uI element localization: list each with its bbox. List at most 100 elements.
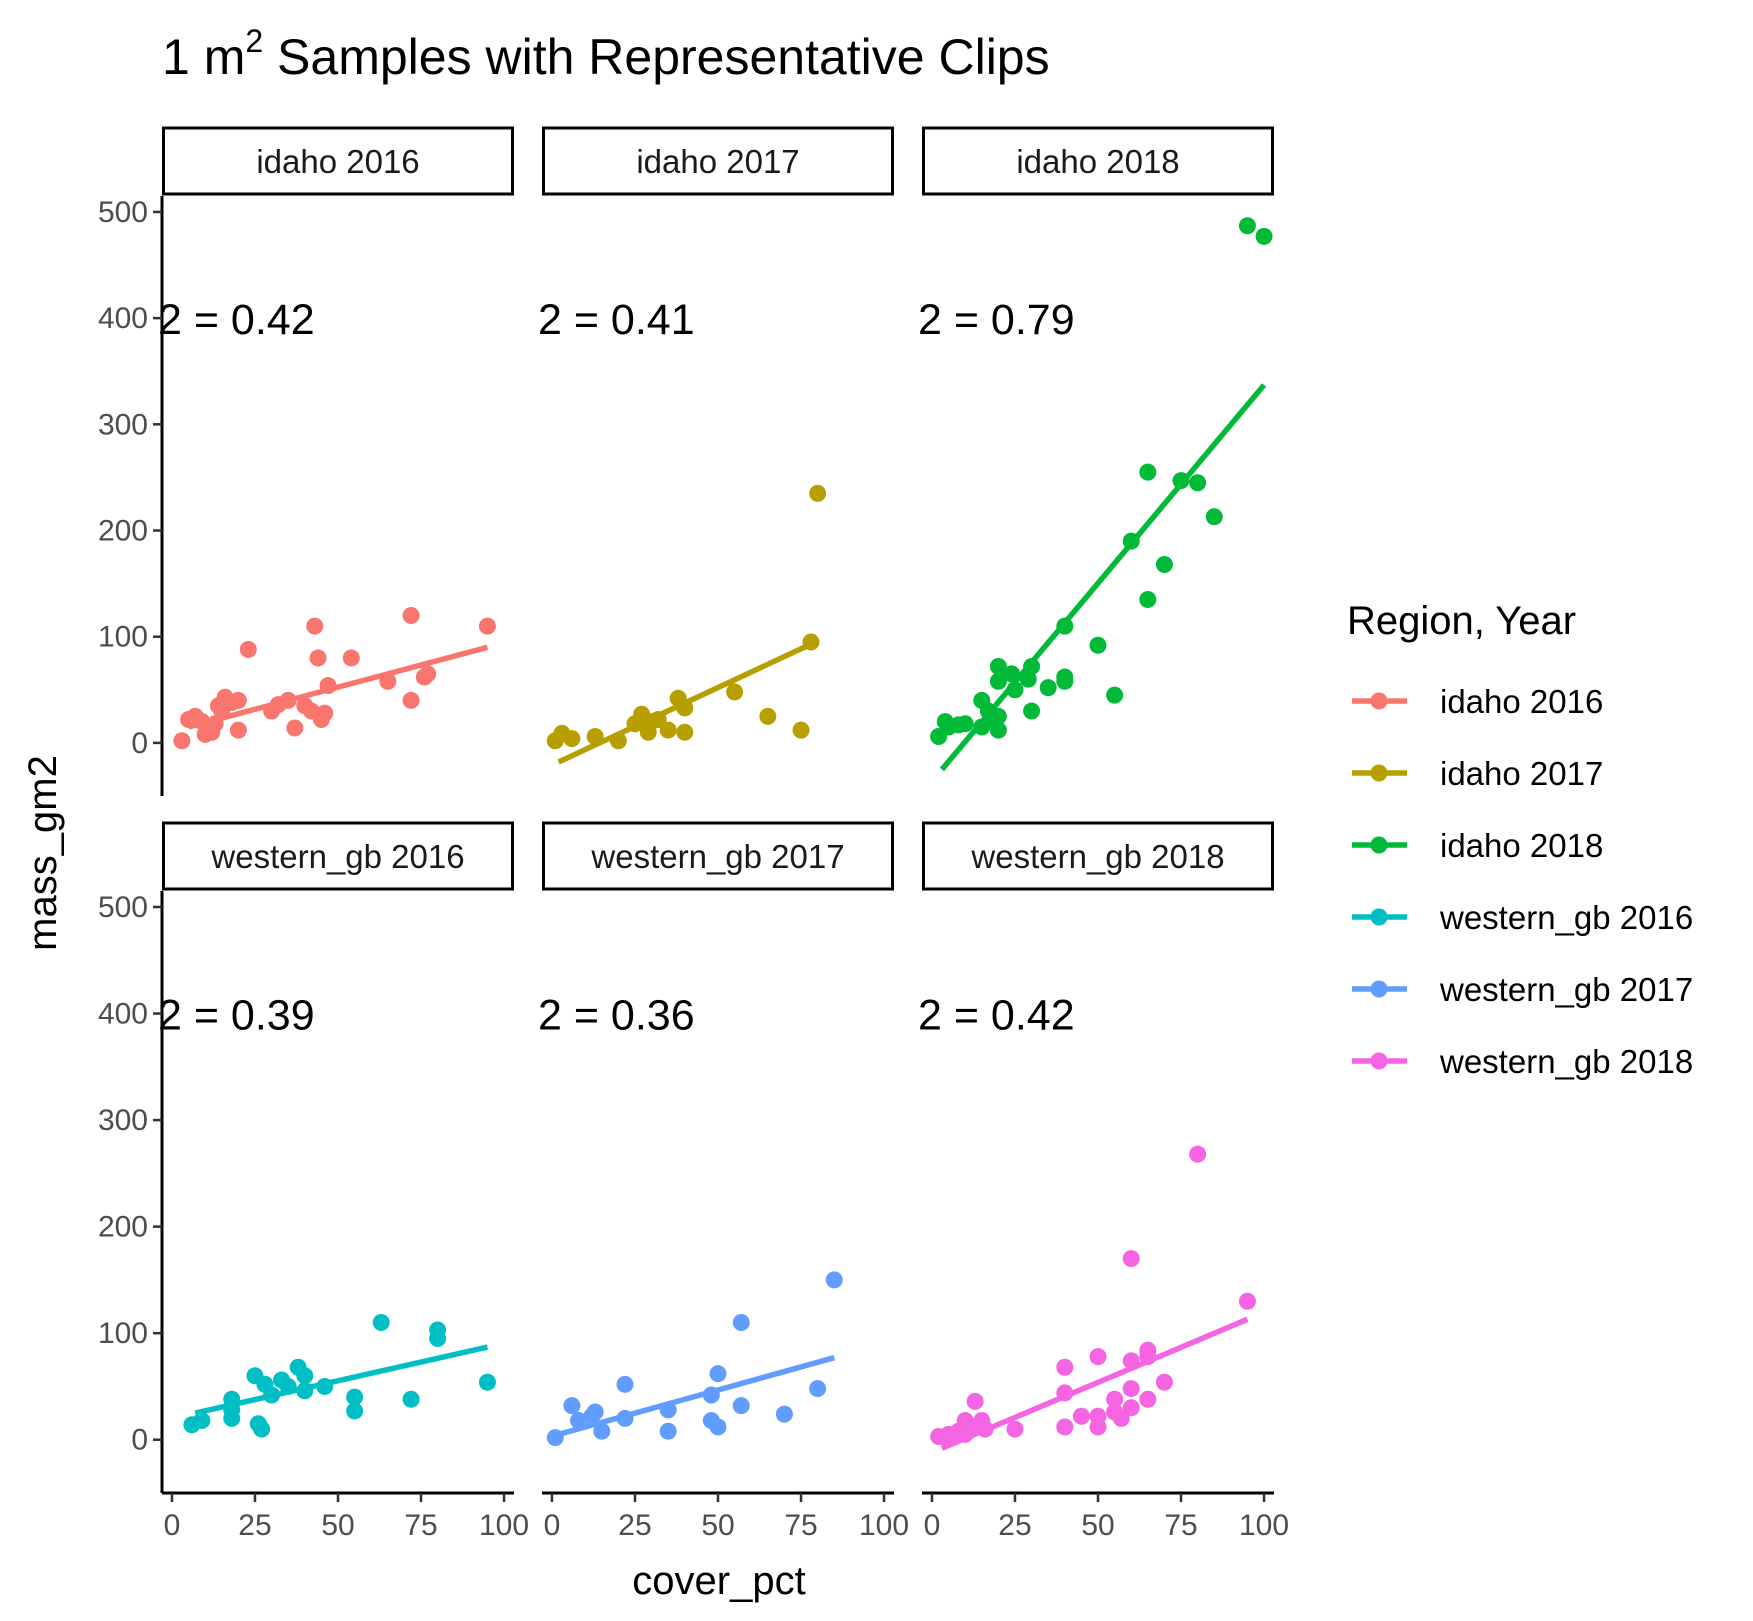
facet-strip bbox=[162, 821, 514, 891]
data-point bbox=[1255, 227, 1273, 245]
data-point bbox=[649, 711, 667, 729]
facet-strip bbox=[922, 126, 1274, 196]
fit-line bbox=[187, 644, 489, 730]
data-point bbox=[546, 1429, 564, 1447]
data-point bbox=[989, 707, 1007, 725]
data-point bbox=[1139, 1348, 1157, 1366]
data-point bbox=[229, 721, 247, 739]
data-point bbox=[1072, 1407, 1090, 1425]
x-tick-label: 50 bbox=[701, 1509, 734, 1542]
legend-key-point bbox=[1370, 980, 1388, 998]
y-tick-label: 0 bbox=[131, 1424, 148, 1457]
data-point bbox=[1139, 591, 1157, 609]
data-point bbox=[1006, 681, 1024, 699]
data-point bbox=[253, 1420, 271, 1438]
legend-key-point bbox=[1370, 692, 1388, 710]
data-point bbox=[726, 683, 744, 701]
x-tick-label: 0 bbox=[544, 1509, 561, 1542]
data-point bbox=[563, 730, 581, 748]
data-point bbox=[809, 1380, 827, 1398]
data-point bbox=[1155, 555, 1173, 573]
x-tick-label: 75 bbox=[784, 1509, 817, 1542]
x-tick-label: 75 bbox=[1164, 1509, 1197, 1542]
data-point bbox=[676, 723, 694, 741]
data-point bbox=[1056, 1418, 1074, 1436]
data-point bbox=[825, 1271, 843, 1289]
facet-panel: western_gb 2016 0 100 200 300 400 500 0 25 50 75 10… bbox=[98, 821, 529, 1542]
x-tick-label: 75 bbox=[404, 1509, 437, 1542]
data-point bbox=[286, 719, 304, 737]
r2-annotation: 2 = 0.79 bbox=[918, 296, 1075, 344]
data-point bbox=[346, 1388, 364, 1406]
x-tick-label: 50 bbox=[1081, 1509, 1114, 1542]
data-point bbox=[1056, 1384, 1074, 1402]
r2-annotation: 2 = 0.36 bbox=[538, 992, 695, 1040]
data-point bbox=[563, 1397, 581, 1415]
facet-strip-label: western_gb 2017 bbox=[590, 838, 844, 875]
data-point bbox=[193, 1412, 211, 1430]
y-axis-title: mass_gm2 bbox=[21, 755, 65, 951]
data-point bbox=[402, 606, 420, 624]
facet-strip bbox=[922, 821, 1274, 891]
data-point bbox=[659, 721, 677, 739]
data-point bbox=[702, 1386, 720, 1404]
data-point bbox=[1139, 463, 1157, 481]
legend-label: idaho 2017 bbox=[1440, 755, 1603, 792]
data-point bbox=[593, 1422, 611, 1440]
legend-key-point bbox=[1370, 1052, 1388, 1070]
y-tick-label: 200 bbox=[98, 515, 148, 548]
data-point bbox=[1189, 474, 1207, 492]
x-tick-label: 0 bbox=[164, 1509, 181, 1542]
facet-strip-label: western_gb 2018 bbox=[970, 838, 1224, 875]
data-point bbox=[775, 1405, 793, 1423]
data-point bbox=[792, 721, 810, 739]
data-point bbox=[1003, 665, 1021, 683]
data-point bbox=[586, 728, 604, 746]
facet-strip-label: idaho 2016 bbox=[256, 143, 419, 180]
data-point bbox=[1056, 1358, 1074, 1376]
facet-strip bbox=[542, 126, 894, 196]
data-point bbox=[429, 1330, 447, 1348]
x-axis-title: cover_pct bbox=[632, 1559, 805, 1603]
data-point bbox=[676, 699, 694, 717]
facet-strip-label: idaho 2017 bbox=[636, 143, 799, 180]
y-tick-label: 300 bbox=[98, 1104, 148, 1137]
legend-key-point bbox=[1370, 836, 1388, 854]
data-point bbox=[342, 649, 360, 667]
y-tick-label: 400 bbox=[98, 998, 148, 1031]
data-point bbox=[478, 1373, 496, 1391]
data-point bbox=[279, 691, 297, 709]
data-point bbox=[989, 672, 1007, 690]
facet-panel: idaho 2017 2 = 0.41 bbox=[538, 126, 894, 765]
data-point bbox=[402, 1390, 420, 1408]
y-tick-label: 500 bbox=[98, 891, 148, 924]
title-superscript: 2 bbox=[245, 23, 263, 59]
y-tick-label: 200 bbox=[98, 1211, 148, 1244]
x-tick-label: 25 bbox=[238, 1509, 271, 1542]
data-point bbox=[802, 633, 820, 651]
legend-label: idaho 2018 bbox=[1440, 827, 1603, 864]
y-tick-label: 100 bbox=[98, 621, 148, 654]
y-tick-label: 400 bbox=[98, 302, 148, 335]
data-point bbox=[316, 1377, 334, 1395]
data-point bbox=[732, 1397, 750, 1415]
data-point bbox=[1006, 1420, 1024, 1438]
data-point bbox=[616, 1375, 634, 1393]
data-point bbox=[402, 691, 420, 709]
data-point bbox=[609, 732, 627, 750]
data-point bbox=[759, 707, 777, 725]
data-point bbox=[956, 715, 974, 733]
data-point bbox=[1089, 1348, 1107, 1366]
data-point bbox=[372, 1314, 390, 1332]
facet-panel: idaho 2016 0 100 200 300 400 500 2 = 0.42 bbox=[98, 126, 514, 796]
data-point bbox=[1122, 532, 1140, 550]
data-point bbox=[319, 677, 337, 695]
data-point bbox=[1023, 702, 1041, 720]
r2-annotation: 2 = 0.39 bbox=[158, 992, 315, 1040]
data-point bbox=[1139, 1390, 1157, 1408]
data-point bbox=[1189, 1145, 1207, 1163]
facet-panel: western_gb 2018 0 25 50 75 100 2 = 0.42 bbox=[918, 821, 1289, 1542]
data-point bbox=[306, 617, 324, 635]
